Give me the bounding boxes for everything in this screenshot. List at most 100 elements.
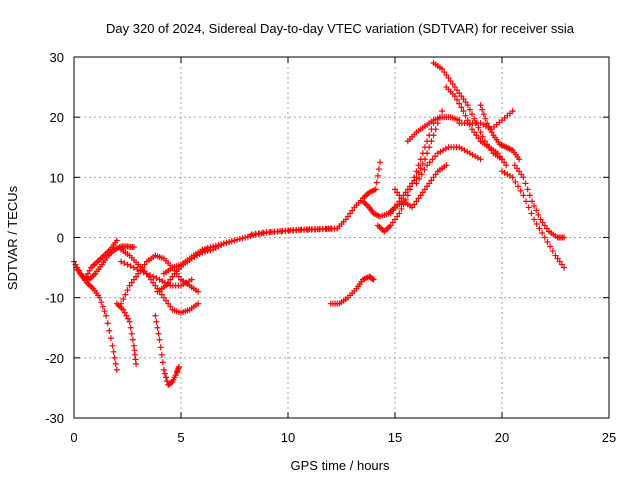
y-tick-labels: -30 -20 -10 0 10 20 30 (45, 50, 64, 426)
data-point (454, 87, 461, 94)
data-point (128, 330, 135, 337)
data-point (479, 106, 486, 113)
data-point (101, 308, 108, 315)
data-point (210, 243, 217, 250)
data-point (188, 276, 195, 283)
data-point (480, 111, 487, 118)
series-arc-x (477, 102, 523, 163)
data-point (387, 222, 394, 229)
data-point (392, 186, 398, 193)
data-point (150, 279, 157, 286)
data-point (349, 207, 356, 214)
data-point (372, 186, 379, 193)
data-point (421, 166, 428, 173)
data-point (426, 159, 433, 166)
y-axis-title: SDTVAR / TECUs (5, 185, 20, 290)
data-point (528, 198, 535, 205)
data-point (469, 126, 476, 133)
data-point (432, 153, 439, 160)
data-point (477, 102, 484, 109)
data-point (195, 288, 202, 295)
data-point (252, 230, 259, 237)
data-point (536, 225, 543, 232)
data-point (477, 156, 484, 163)
data-point (373, 179, 380, 186)
y-tick-label: 20 (50, 110, 64, 125)
series-arc-y (499, 168, 568, 271)
data-point (424, 183, 431, 190)
data-point (487, 126, 494, 133)
data-point (419, 189, 426, 196)
data-point (416, 175, 423, 182)
data-point (460, 96, 467, 103)
series-arc-h (152, 312, 182, 388)
data-point (537, 216, 544, 223)
y-tick-label: 10 (50, 170, 64, 185)
data-point (445, 75, 452, 82)
data-point (347, 210, 354, 217)
data-point (118, 258, 125, 265)
data-point (424, 162, 431, 169)
data-point (165, 300, 172, 307)
data-point (426, 180, 433, 187)
data-point (231, 237, 238, 244)
data-point (130, 244, 137, 251)
data-point (466, 106, 473, 113)
data-point (109, 342, 116, 349)
data-point (135, 270, 142, 277)
data-point (454, 96, 461, 103)
data-point (561, 234, 568, 241)
data-point (524, 186, 531, 193)
data-point (531, 216, 538, 223)
data-point (520, 192, 527, 199)
data-point (120, 296, 127, 303)
data-point (140, 269, 147, 276)
data-point (549, 248, 556, 255)
data-point (113, 237, 120, 244)
data-point (163, 282, 170, 289)
data-point (228, 238, 235, 245)
data-point (421, 156, 428, 163)
data-point (81, 276, 88, 283)
data-point (430, 174, 437, 181)
data-point (469, 111, 476, 118)
data-point (244, 233, 251, 240)
data-point (526, 192, 533, 199)
data-point (202, 245, 209, 252)
series-arc-c (81, 237, 120, 283)
series-arc-q (387, 108, 446, 217)
data-point (411, 177, 418, 184)
x-tick-label: 10 (281, 430, 295, 445)
data-point (471, 129, 478, 136)
series-arc-w (456, 108, 516, 133)
data-point (394, 201, 401, 208)
data-point (528, 210, 535, 217)
data-point (121, 260, 128, 267)
data-point (127, 263, 134, 270)
data-point (404, 186, 411, 193)
y-tick-label: -20 (45, 351, 64, 366)
series-arc-p (374, 120, 437, 235)
data-point (394, 213, 401, 220)
y-tick-label: -30 (45, 411, 64, 426)
data-point (499, 156, 505, 163)
data-point (428, 138, 435, 145)
data-point (165, 279, 172, 286)
data-point (429, 156, 436, 163)
data-point (134, 266, 141, 273)
y-tick-label: -10 (45, 291, 64, 306)
data-point (396, 192, 403, 199)
data-point (522, 180, 529, 187)
data-point (389, 207, 396, 214)
data-point (389, 219, 396, 226)
data-point (120, 306, 127, 313)
y-tick-label: 0 (57, 231, 64, 246)
data-point (520, 174, 527, 181)
series-arc-n (334, 159, 384, 232)
data-point (160, 294, 167, 301)
data-point (118, 300, 125, 307)
data-point (458, 93, 465, 100)
data-point (122, 291, 129, 298)
data-point (509, 174, 516, 181)
data-point (543, 225, 550, 232)
